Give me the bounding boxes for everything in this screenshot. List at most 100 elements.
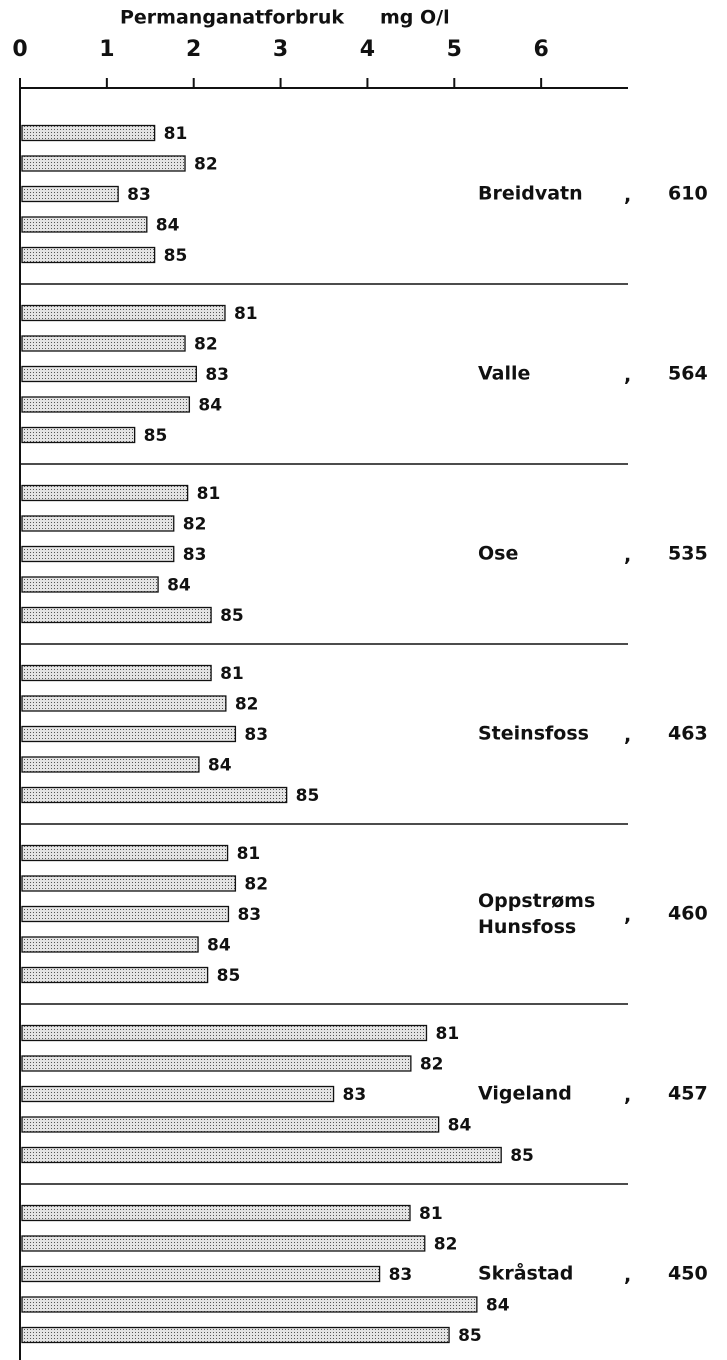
bar-label: 82: [420, 1055, 444, 1075]
bar: [21, 124, 156, 142]
bar: [21, 1326, 450, 1344]
bar-label: 85: [510, 1146, 534, 1166]
separator: ,: [624, 905, 631, 927]
bar: [21, 875, 237, 892]
station-code: 460: [668, 903, 708, 925]
station-code: 463: [668, 723, 708, 745]
bar-label: 82: [235, 695, 259, 715]
bar-label: 83: [389, 1265, 413, 1285]
bar: [21, 1265, 381, 1283]
bar: [21, 695, 227, 712]
bar: [21, 1146, 502, 1164]
bar-label: 84: [207, 936, 231, 956]
separator: ,: [624, 545, 631, 567]
bar-label: 81: [220, 664, 244, 684]
bar-label: 81: [435, 1024, 459, 1044]
station-code: 450: [668, 1263, 708, 1285]
bar-label: 81: [234, 304, 258, 324]
bar: [21, 756, 200, 773]
bar-label: 81: [237, 844, 261, 864]
bar-label: 83: [244, 725, 268, 745]
bar: [21, 936, 199, 953]
bar-label: 83: [205, 365, 229, 385]
bar-label: 85: [217, 966, 241, 986]
bar: [21, 966, 209, 984]
bar-label: 84: [156, 216, 180, 236]
bar: [21, 664, 212, 682]
station-code: 610: [668, 183, 708, 205]
station-code: 457: [668, 1083, 708, 1105]
bar-label: 81: [197, 484, 221, 504]
bar: [21, 786, 288, 804]
bar-label: 85: [220, 606, 244, 626]
bar-label: 85: [296, 786, 320, 806]
bar: [21, 515, 175, 532]
station-name: Breidvatn: [478, 183, 583, 205]
bar: [21, 426, 136, 444]
separator: ,: [624, 1265, 631, 1287]
separator: ,: [624, 365, 631, 387]
x-tick-label: 3: [273, 37, 288, 62]
bar: [21, 606, 212, 624]
x-axis-label: Permanganatforbruk: [120, 7, 344, 29]
bar-label: 83: [343, 1085, 367, 1105]
station-name: Oppstrøms Hunsfoss: [478, 890, 595, 938]
bar: [21, 216, 148, 233]
station-name: Valle: [478, 363, 530, 385]
bar-label: 82: [194, 335, 218, 355]
bar-label: 85: [144, 426, 168, 446]
station-code: 535: [668, 543, 708, 565]
bar-label: 82: [194, 155, 218, 175]
separator: ,: [624, 725, 631, 747]
bar-label: 83: [183, 545, 207, 565]
bar: [21, 1204, 411, 1222]
bar: [21, 304, 226, 322]
station-name: Ose: [478, 543, 518, 565]
bar: [21, 1116, 440, 1133]
station-name: Skråstad: [478, 1261, 573, 1285]
bar: [21, 396, 191, 413]
separator: ,: [624, 185, 631, 207]
bar-label: 84: [486, 1296, 510, 1316]
bar: [21, 185, 119, 203]
bar: [21, 365, 197, 383]
bar-label: 84: [198, 396, 222, 416]
bar-label: 82: [434, 1235, 458, 1255]
station-name: Steinsfoss: [478, 723, 589, 745]
bar-label: 84: [448, 1116, 472, 1136]
bar-label: 84: [167, 576, 191, 596]
x-tick-label: 5: [447, 37, 462, 62]
bar-label: 82: [244, 875, 268, 895]
station-code: 564: [668, 363, 708, 385]
bar: [21, 484, 189, 502]
x-tick-label: 6: [533, 37, 548, 62]
x-tick-label: 1: [99, 37, 114, 62]
bar: [21, 1085, 335, 1103]
separator: ,: [624, 1085, 631, 1107]
bar: [21, 844, 229, 862]
bar: [21, 246, 156, 264]
bar: [21, 1235, 426, 1252]
bar: [21, 1024, 428, 1042]
bar: [21, 576, 159, 593]
x-tick-label: 0: [12, 37, 27, 62]
x-tick-label: 2: [186, 37, 201, 62]
bar-label: 85: [458, 1326, 482, 1346]
bar: [21, 155, 186, 172]
bar-label: 83: [237, 905, 261, 925]
bar-label: 81: [164, 124, 188, 144]
bar-label: 83: [127, 185, 151, 205]
bar: [21, 725, 237, 743]
bar-label: 85: [164, 246, 188, 266]
bar: [21, 1296, 478, 1313]
bar: [21, 545, 175, 563]
bar: [21, 1055, 412, 1072]
bar: [21, 905, 230, 923]
bar-label: 84: [208, 756, 232, 776]
bar-label: 81: [419, 1204, 443, 1224]
station-name: Vigeland: [478, 1083, 572, 1105]
x-tick-label: 4: [360, 37, 375, 62]
x-axis-unit: mg O/l: [380, 7, 450, 29]
bar: [21, 335, 186, 352]
